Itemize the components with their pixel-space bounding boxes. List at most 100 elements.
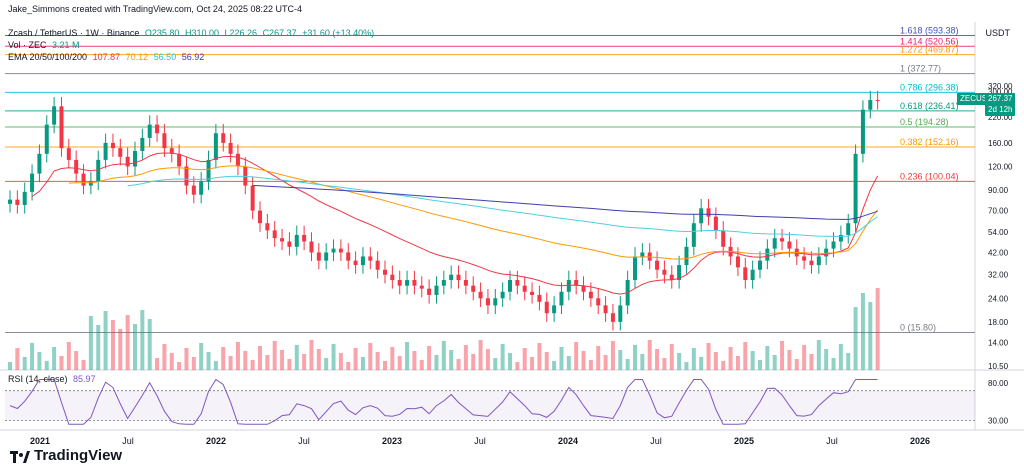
candle-body	[383, 269, 387, 275]
candle-body	[655, 260, 660, 270]
volume-bar	[485, 349, 490, 370]
candle-body	[37, 153, 42, 174]
candle-body	[346, 252, 351, 261]
volume-bar	[713, 352, 718, 370]
volume-bar	[765, 346, 770, 370]
y-tick-label: 320.00	[988, 82, 1013, 91]
candle-body	[463, 280, 468, 286]
volume-bar	[802, 345, 807, 370]
volume-bar	[434, 355, 439, 370]
volume-bar	[669, 344, 674, 370]
volume-bar	[581, 351, 586, 370]
high-value: H310.00	[184, 28, 219, 38]
candle-body	[133, 150, 137, 167]
candle-body	[610, 313, 615, 322]
volume-bar	[846, 353, 851, 370]
candle-body	[66, 148, 71, 160]
candle-body	[353, 260, 358, 266]
volume-bar	[559, 347, 564, 370]
candle-body	[155, 124, 160, 134]
volume-bar	[780, 341, 785, 370]
candle-body	[199, 181, 204, 195]
volume-bar	[816, 340, 821, 370]
x-tick-label: Jul	[122, 436, 134, 446]
volume-bar	[243, 351, 248, 370]
volume-bar	[66, 342, 71, 370]
volume-bar	[824, 349, 829, 370]
candle-body	[258, 210, 262, 224]
candle-body	[184, 166, 189, 186]
volume-bar	[397, 356, 402, 370]
volume-bar	[221, 347, 226, 370]
volume-bar	[728, 347, 733, 370]
x-tick-label: 2025	[734, 436, 754, 446]
candle-body	[96, 159, 101, 182]
candle-body	[390, 274, 395, 281]
volume-bar	[294, 345, 299, 370]
price-tag-time: 2d 12h	[985, 104, 1016, 116]
candle-body	[640, 252, 645, 257]
volume-bar	[280, 350, 285, 370]
candle-body	[110, 142, 115, 149]
price-tag-price: 267.37	[985, 93, 1016, 105]
rsi-band	[5, 390, 975, 421]
volume-bar	[110, 320, 115, 370]
candle-body	[125, 156, 130, 167]
tradingview-logo[interactable]: TradingView	[10, 447, 122, 464]
candle-body	[544, 301, 549, 314]
candle-body	[824, 248, 829, 257]
volume-bar	[59, 356, 64, 370]
volume-bar	[735, 356, 740, 370]
fib-level-label: 0.382 (152.16)	[900, 137, 959, 147]
low-value: L226.26	[224, 28, 258, 38]
rsi-tick-label: 80.00	[988, 379, 1009, 388]
volume-bar	[125, 315, 130, 370]
candle-body	[772, 238, 777, 249]
candle-body	[875, 100, 880, 102]
candle-body	[471, 285, 476, 292]
volume-bar	[743, 342, 748, 370]
y-tick-label: 32.00	[988, 271, 1009, 280]
candle-body	[787, 241, 792, 249]
y-tick-label: 54.00	[988, 228, 1009, 237]
candle-body	[235, 153, 240, 167]
candle-body	[735, 256, 740, 268]
candle-body	[88, 181, 93, 186]
candle-body	[221, 133, 226, 143]
candle-body	[566, 280, 571, 292]
candle-body	[74, 159, 79, 174]
candle-body	[331, 248, 336, 253]
volume-legend[interactable]: Vol · ZEC 3.21 M	[8, 40, 83, 50]
volume-bar	[22, 357, 27, 370]
candle-body	[206, 159, 211, 182]
candle-body	[831, 241, 836, 249]
candle-body	[280, 238, 285, 242]
symbol-legend[interactable]: Zcash / TetherUS · 1W · Binance O235.80 …	[8, 28, 377, 38]
rsi-line	[9, 378, 878, 425]
volume-bar	[405, 342, 410, 370]
candle-body	[177, 153, 182, 167]
candle-body	[780, 238, 785, 242]
rsi-label: RSI (14, close)	[8, 374, 68, 384]
ema-legend[interactable]: EMA 20/50/100/200 107.87 70.12 56.50 56.…	[8, 52, 207, 62]
volume-bar	[360, 357, 365, 370]
volume-bar	[552, 361, 557, 370]
volume-bar	[603, 355, 608, 370]
candle-body	[434, 285, 439, 295]
volume-bar	[427, 346, 432, 370]
volume-bar	[162, 344, 167, 370]
candle-body	[802, 256, 807, 261]
volume-bar	[574, 342, 579, 370]
candle-body	[405, 280, 410, 286]
volume-bar	[133, 324, 137, 370]
y-tick-label: 70.00	[988, 207, 1009, 216]
candle-body	[147, 124, 152, 138]
volume-bar	[44, 361, 49, 370]
fib-level-label: 1.618 (593.38)	[900, 26, 959, 36]
volume-bar	[787, 350, 792, 370]
volume-bar	[250, 360, 255, 370]
volume-bar	[456, 359, 461, 370]
candle-body	[228, 142, 233, 154]
rsi-legend[interactable]: RSI (14, close) 85.97	[8, 374, 99, 384]
